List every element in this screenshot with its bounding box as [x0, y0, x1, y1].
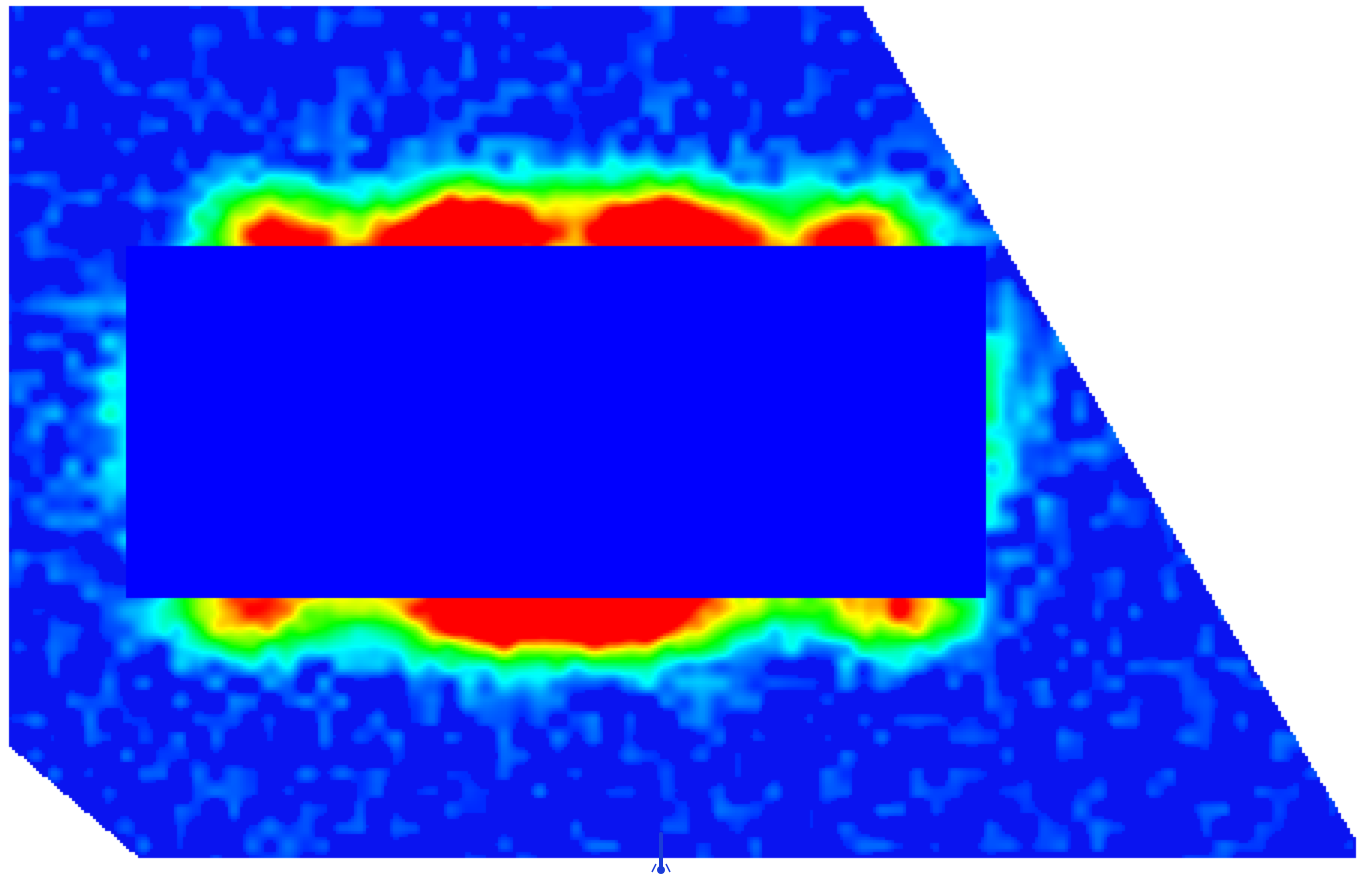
entrance-marker-icon: [651, 832, 671, 874]
